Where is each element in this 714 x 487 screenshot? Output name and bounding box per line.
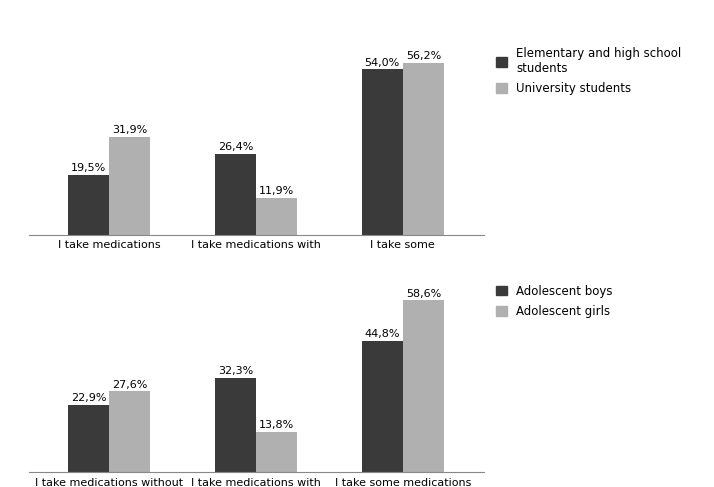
Bar: [215, 154, 256, 235]
Text: 19,5%: 19,5%: [71, 163, 106, 173]
Bar: [362, 341, 403, 472]
Bar: [109, 392, 151, 472]
Bar: [256, 432, 297, 472]
Bar: [403, 63, 444, 235]
Text: 11,9%: 11,9%: [259, 187, 294, 196]
Bar: [403, 300, 444, 472]
Bar: [68, 175, 109, 235]
Text: 22,9%: 22,9%: [71, 393, 106, 403]
Text: 44,8%: 44,8%: [364, 329, 400, 339]
Text: 27,6%: 27,6%: [112, 380, 148, 390]
Bar: [109, 137, 151, 235]
Bar: [68, 405, 109, 472]
Bar: [256, 198, 297, 235]
Text: 54,0%: 54,0%: [365, 57, 400, 68]
Text: 56,2%: 56,2%: [406, 51, 441, 61]
Bar: [215, 377, 256, 472]
Text: 31,9%: 31,9%: [112, 125, 148, 135]
Bar: [362, 70, 403, 235]
Text: 32,3%: 32,3%: [218, 366, 253, 376]
Legend: Adolescent boys, Adolescent girls: Adolescent boys, Adolescent girls: [496, 284, 613, 318]
Text: 58,6%: 58,6%: [406, 289, 441, 299]
Text: 26,4%: 26,4%: [218, 142, 253, 152]
Legend: Elementary and high school
students, University students: Elementary and high school students, Uni…: [496, 47, 681, 95]
Text: 13,8%: 13,8%: [259, 420, 294, 430]
